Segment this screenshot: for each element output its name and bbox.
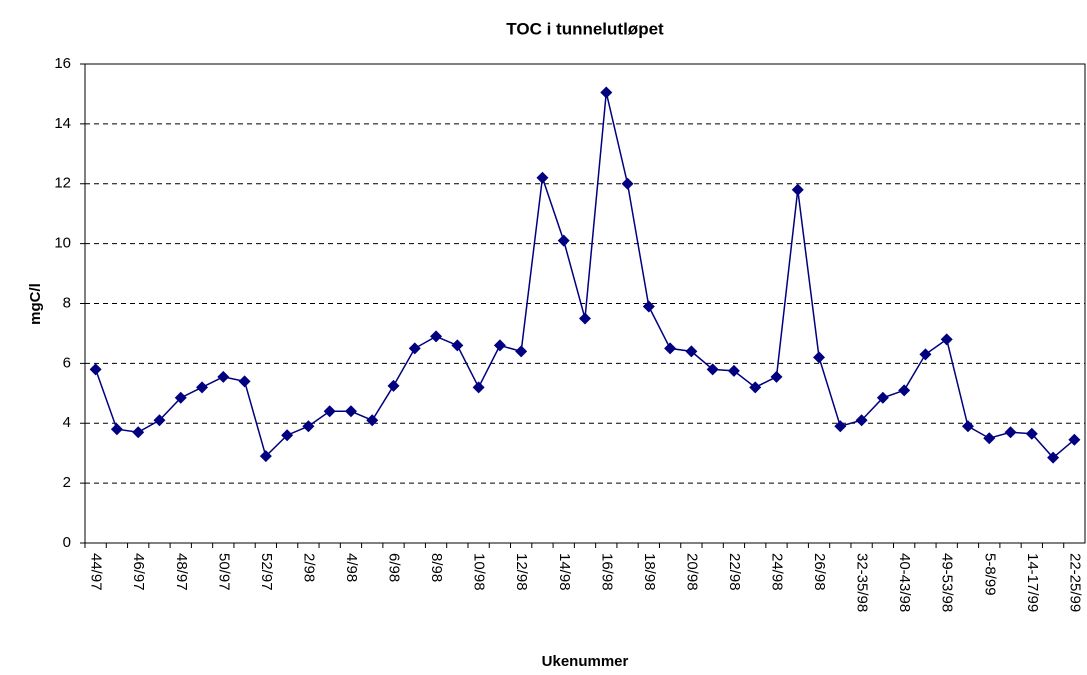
x-tick-label: 26/98 [811, 553, 828, 591]
data-point [132, 426, 145, 439]
x-tick-label: 14-17/99 [1024, 553, 1041, 612]
data-line [94, 92, 1075, 459]
data-point [1047, 451, 1060, 464]
x-tick-label: 14/98 [556, 553, 573, 591]
x-tick-label: 20/98 [683, 553, 700, 591]
x-tick-label: 52/97 [258, 553, 275, 591]
data-point [727, 364, 740, 377]
data-point [344, 405, 357, 418]
data-point [196, 381, 209, 394]
y-tick-label: 14 [54, 115, 71, 132]
data-point [557, 234, 570, 247]
data-point [664, 342, 677, 355]
x-tick-label: 49-53/98 [939, 553, 956, 612]
data-point [813, 351, 826, 364]
x-tick-label: 5-8/99 [981, 553, 998, 596]
x-tick-label: 40-43/98 [896, 553, 913, 612]
data-point [770, 370, 783, 383]
data-point [642, 300, 655, 313]
data-point [855, 414, 868, 427]
data-point [834, 420, 847, 433]
data-point [217, 370, 230, 383]
data-point [515, 345, 528, 358]
x-tick-label: 24/98 [769, 553, 786, 591]
data-point [366, 414, 379, 427]
data-point [430, 330, 443, 343]
data-point [174, 391, 187, 404]
data-point [323, 405, 336, 418]
data-point [281, 429, 294, 442]
data-point [621, 177, 634, 190]
data-point [238, 375, 251, 388]
data-point [983, 432, 996, 445]
y-tick-label: 8 [63, 294, 71, 311]
data-point [600, 86, 613, 99]
data-point [749, 381, 762, 394]
y-tick-label: 4 [63, 414, 71, 431]
data-point [1025, 427, 1038, 440]
x-tick-label: 22/98 [726, 553, 743, 591]
data-point [259, 450, 272, 463]
y-tick-label: 0 [63, 534, 71, 551]
y-tick-label: 6 [63, 354, 71, 371]
data-point [536, 171, 549, 184]
plot-area [84, 63, 1086, 544]
data-point [685, 345, 698, 358]
x-tick-label: 10/98 [471, 553, 488, 591]
x-tick-label: 16/98 [598, 553, 615, 591]
data-point [961, 420, 974, 433]
data-point [153, 414, 166, 427]
x-tick-label: 4/98 [343, 553, 360, 582]
data-point [898, 384, 911, 397]
data-point [493, 339, 506, 352]
y-tick-label: 16 [54, 55, 71, 72]
x-tick-label: 12/98 [513, 553, 530, 591]
data-point [110, 423, 123, 436]
x-axis-title: Ukenummer [542, 653, 629, 670]
y-tick-label: 2 [63, 474, 71, 491]
x-tick-label: 2/98 [300, 553, 317, 582]
y-tick-label: 12 [54, 175, 71, 192]
data-point [302, 420, 315, 433]
data-point [1004, 426, 1017, 439]
x-tick-label: 48/97 [173, 553, 190, 591]
data-point [940, 333, 953, 346]
y-tick-label: 10 [54, 235, 71, 252]
x-tick-label: 18/98 [641, 553, 658, 591]
x-tick-label: 8/98 [428, 553, 445, 582]
x-tick-label: 22-25/99 [1066, 553, 1083, 612]
data-point [919, 348, 932, 361]
data-point [89, 363, 102, 376]
data-point [1068, 433, 1081, 446]
y-axis-title: mgC/l [27, 283, 44, 325]
data-point [472, 381, 485, 394]
x-tick-label: 46/97 [130, 553, 147, 591]
data-point [579, 312, 591, 325]
data-point [791, 183, 804, 196]
x-tick-label: 32-35/98 [854, 553, 871, 612]
data-point [706, 363, 719, 376]
data-point [876, 391, 889, 404]
x-tick-label: 50/97 [215, 553, 232, 591]
x-tick-label: 44/97 [88, 553, 105, 591]
data-point [451, 339, 464, 352]
data-point [387, 379, 400, 392]
chart-title: TOC i tunnelutløpet [506, 19, 664, 38]
x-tick-label: 6/98 [386, 553, 403, 582]
data-point [408, 342, 421, 355]
